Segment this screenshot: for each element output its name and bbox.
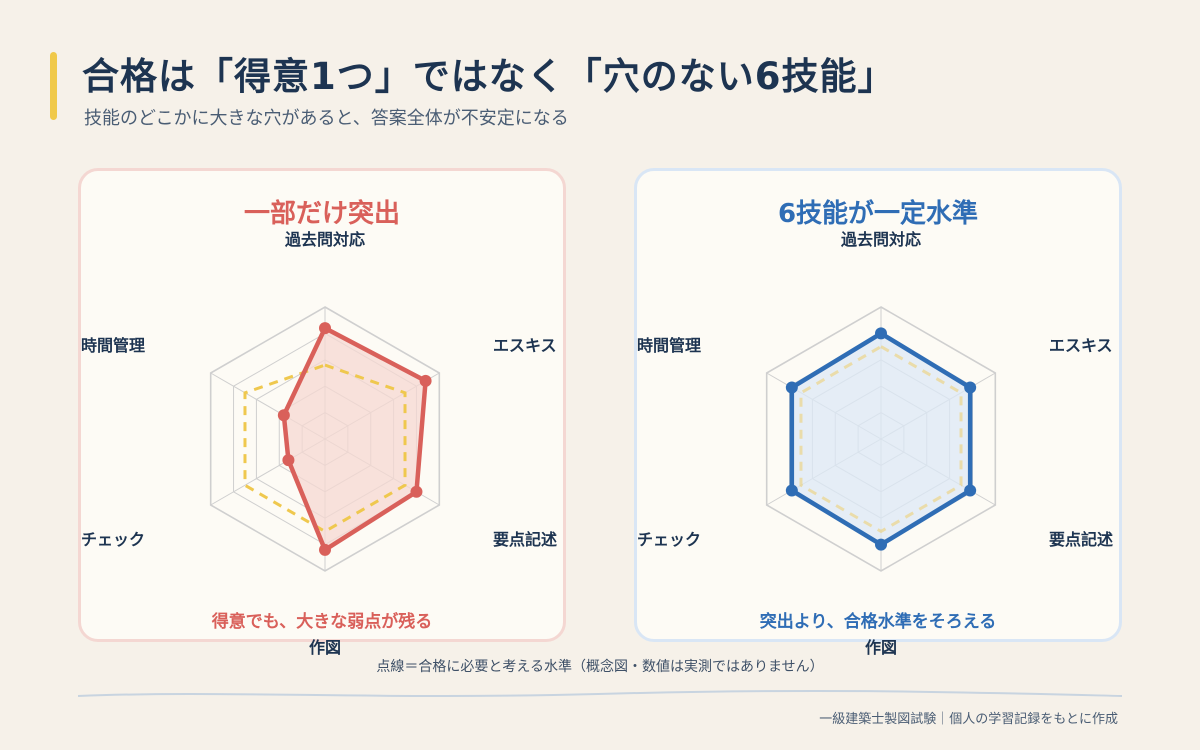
panel-heading-balanced: 6技能が一定水準 xyxy=(777,199,979,229)
series-point xyxy=(277,409,290,422)
axis-label: 過去問対応 xyxy=(284,230,365,249)
axis-label: 時間管理 xyxy=(637,336,701,355)
threshold-line xyxy=(243,363,407,534)
series-point xyxy=(785,484,798,497)
wave-divider xyxy=(78,689,1122,697)
series-point xyxy=(282,454,295,467)
axis-label: エスキス xyxy=(493,336,557,355)
panel-uneven: 過去問対応エスキス要点記述作図 チェック 時間管理 一部だけ突出 得意でも、大きな弱… xyxy=(78,168,566,657)
panel-caption-uneven: 得意でも、大きな弱点が残る xyxy=(211,612,433,632)
panel-caption-balanced: 突出より、合格水準をそろえる xyxy=(759,612,997,632)
accent-bar xyxy=(50,52,57,120)
chart-note: 点線＝合格に必要と考える水準（概念図・数値は実測ではありません） xyxy=(376,659,824,675)
series-point xyxy=(875,538,887,551)
series-point xyxy=(419,374,432,387)
footer-credit: 一級建築士製図試験｜個人の学習記録をもとに作成 xyxy=(819,712,1118,727)
series-point xyxy=(319,543,331,556)
series-point xyxy=(410,485,423,498)
series-point xyxy=(785,381,798,394)
series-point xyxy=(319,322,331,335)
panel-balanced: 過去問対応エスキス要点記述作図 チェック 時間管理 6技能が一定水準 突出より、合格… xyxy=(634,168,1122,657)
axis-label: チェック xyxy=(637,530,701,549)
series-point xyxy=(964,381,977,394)
axis-label: 時間管理 xyxy=(81,336,145,355)
axis-label: 要点記述 xyxy=(1049,530,1113,549)
page-title: 合格は「得意1つ」ではなく「穴のない6技能」 xyxy=(82,55,896,98)
axis-label: エスキス xyxy=(1049,336,1113,355)
threshold-line xyxy=(799,344,963,534)
page-subtitle: 技能のどこかに大きな穴があると、答案全体が不安定になる xyxy=(84,108,569,129)
series-area xyxy=(791,333,971,545)
series-point xyxy=(964,484,977,497)
axis-label: 作図 xyxy=(865,638,897,657)
axis-label: チェック xyxy=(81,530,145,549)
panel-heading-uneven: 一部だけ突出 xyxy=(243,199,400,229)
axis-label: 要点記述 xyxy=(493,530,557,549)
axis-label: 作図 xyxy=(309,638,341,657)
series-point xyxy=(875,327,887,340)
axis-label: 過去問対応 xyxy=(840,230,921,249)
